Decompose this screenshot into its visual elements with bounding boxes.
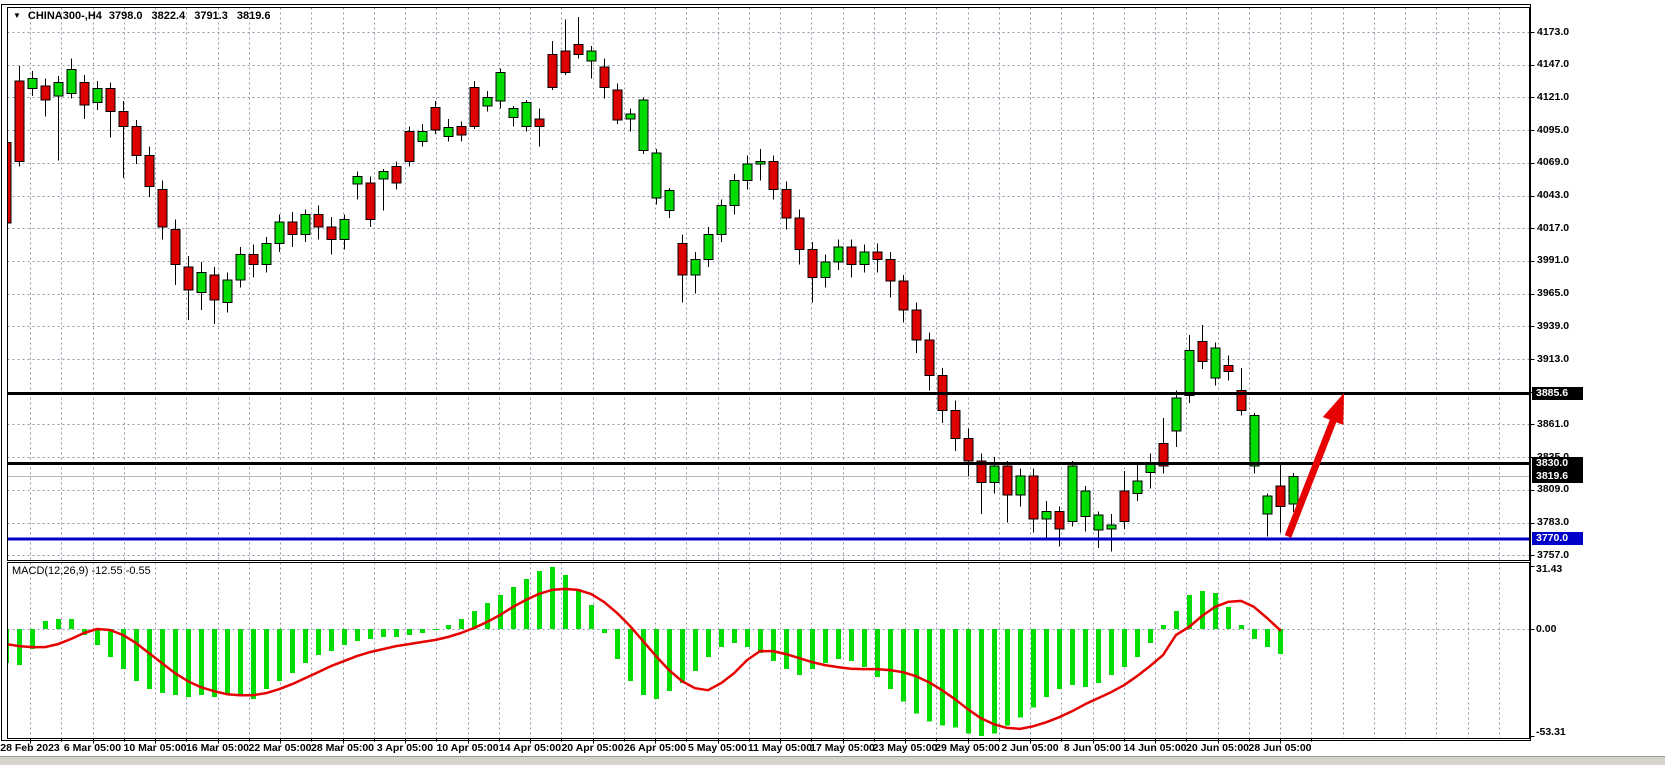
time-axis-label: 3 Apr 05:00 <box>376 742 434 754</box>
price-tick-label: 3809.0 <box>1537 483 1570 496</box>
price-tick-label: 4173.0 <box>1537 25 1570 38</box>
time-axis-label: 11 May 05:00 <box>747 742 813 754</box>
time-axis-label: 6 Mar 05:00 <box>63 742 122 754</box>
price-tick-label: 3861.0 <box>1537 417 1570 430</box>
ohlc-readout: 3798.0 3822.4 3791.3 3819.6 <box>109 10 271 22</box>
price-line-badge: 3770.0 <box>1532 532 1583 546</box>
price-tick-label: 4043.0 <box>1537 189 1570 202</box>
time-axis-label: 28 Feb 2023 <box>0 742 60 754</box>
symbol-dropdown-icon[interactable]: ▼ <box>13 11 21 20</box>
time-axis-label: 17 May 05:00 <box>810 742 875 754</box>
time-axis-label: 23 May 05:00 <box>872 742 938 754</box>
ohlc-high: 3822.4 <box>151 10 186 22</box>
status-bar <box>0 756 1665 765</box>
ohlc-close: 3819.6 <box>236 10 271 22</box>
main-price-panel <box>8 8 1529 560</box>
price-line-badge: 3885.6 <box>1532 387 1583 401</box>
symbol-period-label: CHINA300-,H4 <box>27 10 102 22</box>
price-tick-label: 3939.0 <box>1537 319 1570 332</box>
price-tick-label: 4121.0 <box>1537 90 1570 103</box>
price-line-badge: 3830.0 <box>1532 456 1583 470</box>
time-axis-label: 20 Apr 05:00 <box>561 742 624 754</box>
time-axis-label: 16 Mar 05:00 <box>185 742 250 754</box>
macd-panel <box>8 563 1529 738</box>
price-tick-label: 3913.0 <box>1537 352 1570 365</box>
price-tick-label: 4017.0 <box>1537 221 1570 234</box>
macd-tick-label: 0.00 <box>1536 622 1557 635</box>
time-axis-label: 29 May 05:00 <box>935 742 1000 754</box>
time-axis-label: 22 Mar 05:00 <box>248 742 312 754</box>
time-axis-label: 26 Apr 05:00 <box>623 742 687 754</box>
ohlc-low: 3791.3 <box>194 10 228 22</box>
time-axis-label: 28 Jun 05:00 <box>1248 742 1312 754</box>
price-tick-label: 3991.0 <box>1537 254 1570 267</box>
price-line-badge: 3819.6 <box>1532 470 1583 484</box>
time-axis-label: 14 Jun 05:00 <box>1123 742 1187 754</box>
price-tick-label: 4147.0 <box>1537 58 1570 71</box>
ohlc-open: 3798.0 <box>108 10 143 22</box>
price-tick-label: 3757.0 <box>1537 548 1570 561</box>
time-axis-label: 28 Mar 05:00 <box>310 742 375 754</box>
price-tick-label: 4069.0 <box>1537 156 1570 169</box>
time-axis-label: 20 Jun 05:00 <box>1185 742 1250 754</box>
time-axis-label: 5 May 05:00 <box>688 742 747 754</box>
price-tick-label: 4095.0 <box>1537 123 1570 136</box>
time-axis-label: 2 Jun 05:00 <box>1001 742 1059 754</box>
symbol-header: ▼ CHINA300-,H4 3798.0 3822.4 3791.3 3819… <box>13 10 271 22</box>
time-axis-label: 10 Apr 05:00 <box>436 742 499 754</box>
price-tick-label: 3965.0 <box>1537 287 1570 300</box>
macd-tick-label: -53.31 <box>1536 726 1566 739</box>
time-axis-label: 10 Mar 05:00 <box>123 742 187 754</box>
time-axis-label: 14 Apr 05:00 <box>498 742 562 754</box>
price-tick-label: 3783.0 <box>1537 516 1570 529</box>
macd-tick-label: 31.43 <box>1536 563 1563 576</box>
time-axis-label: 8 Jun 05:00 <box>1063 742 1122 754</box>
macd-indicator-label: MACD(12,26,9) -12.55 -0.55 <box>12 565 151 577</box>
